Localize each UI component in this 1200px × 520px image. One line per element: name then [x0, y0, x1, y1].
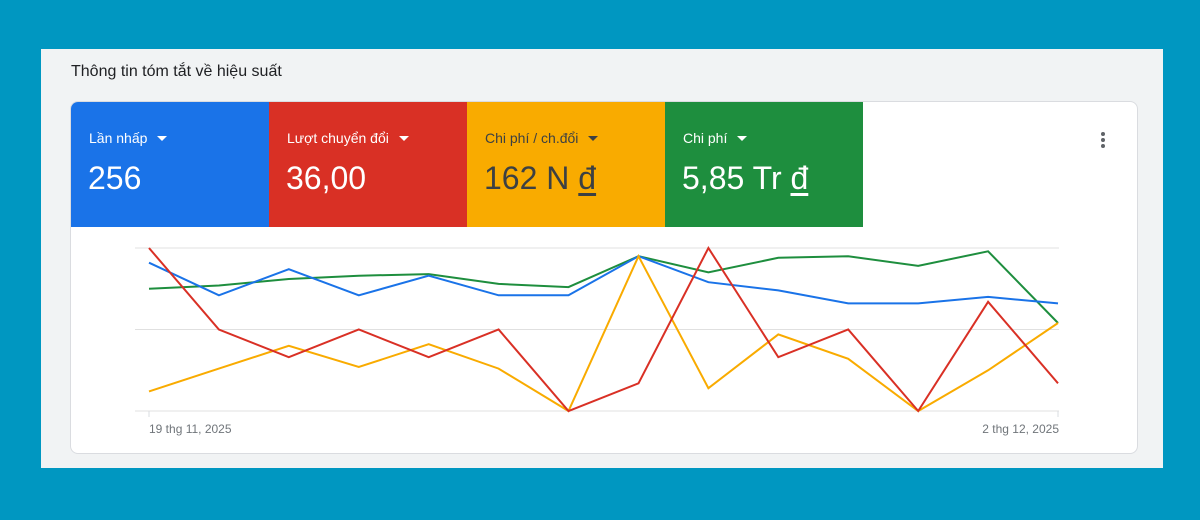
currency-symbol: đ [790, 160, 809, 196]
series-line [148, 253, 1059, 413]
dropdown-caret-icon [737, 135, 748, 141]
x-axis-end-label: 2 thg 12, 2025 [982, 422, 1059, 436]
metric-label[interactable]: Chi phí / ch.đổi [485, 130, 599, 146]
metric-value: 5,85 Tr đ [682, 160, 809, 196]
metric-tile-cost-per-conversion[interactable]: Chi phí / ch.đổi 162 N đ [467, 102, 665, 227]
x-axis-start-label: 19 thg 11, 2025 [149, 422, 232, 436]
dropdown-caret-icon [157, 135, 168, 141]
metric-value: 162 N đ [484, 160, 597, 196]
more-vert-icon [1101, 132, 1105, 136]
series-line [148, 246, 1059, 413]
dropdown-caret-icon [398, 135, 409, 141]
metric-tiles: Lần nhấp 256 Lượt chuyển đổi 36,00 Chi p… [71, 102, 863, 227]
series-line [148, 255, 1059, 305]
metric-tile-conversions[interactable]: Lượt chuyển đổi 36,00 [269, 102, 467, 227]
metric-tile-clicks[interactable]: Lần nhấp 256 [71, 102, 269, 227]
currency-symbol: đ [578, 160, 597, 196]
metric-tile-cost[interactable]: Chi phí 5,85 Tr đ [665, 102, 863, 227]
summary-card: 19 thg 11, 2025 2 thg 12, 2025 Lần nhấp … [70, 101, 1138, 454]
metric-value: 256 [88, 160, 142, 196]
metric-label[interactable]: Lần nhấp [89, 130, 168, 146]
performance-summary-panel: Thông tin tóm tắt về hiệu suất 19 thg 11… [41, 49, 1163, 468]
more-options-button[interactable] [1091, 128, 1115, 152]
metric-label[interactable]: Lượt chuyển đổi [287, 130, 409, 146]
panel-title: Thông tin tóm tắt về hiệu suất [71, 63, 282, 80]
series-line [148, 250, 1059, 324]
metric-value: 36,00 [286, 160, 367, 196]
metric-label[interactable]: Chi phí [683, 130, 748, 146]
dropdown-caret-icon [588, 135, 599, 141]
